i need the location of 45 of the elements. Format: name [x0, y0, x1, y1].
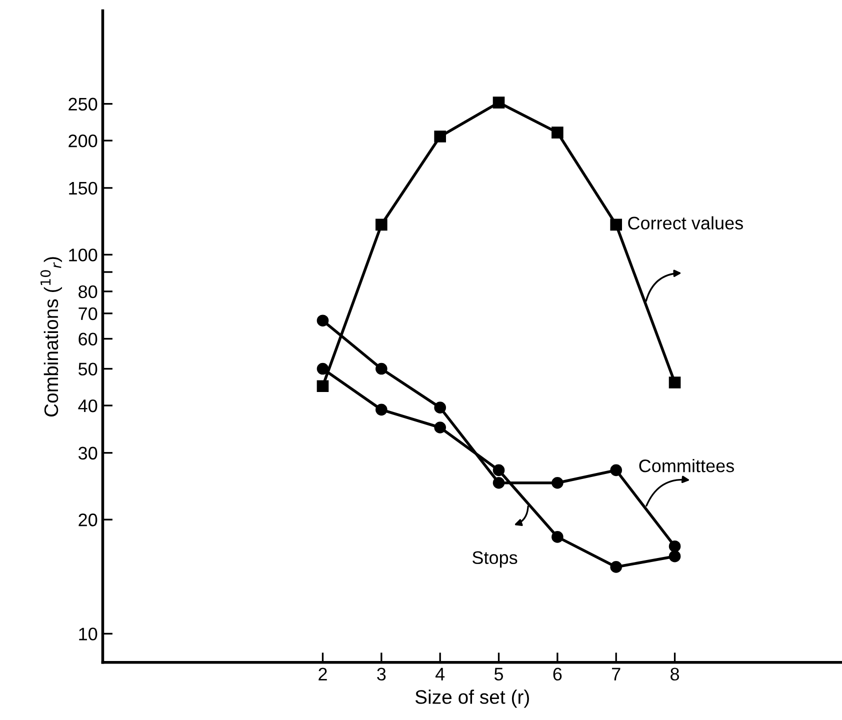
point — [434, 422, 446, 434]
x-tick-label: 3 — [377, 668, 386, 681]
x-tick-label: 5 — [494, 668, 504, 681]
point — [668, 376, 681, 388]
point — [668, 550, 681, 562]
y-tick-label: 10 — [79, 628, 98, 640]
point — [434, 130, 446, 142]
point — [552, 126, 564, 138]
point — [552, 531, 564, 543]
y-tick-label: 100 — [69, 248, 98, 262]
point — [376, 362, 388, 375]
series-label: Committees — [639, 459, 734, 472]
y-axis-title: Combinations ($^{10}$$_{r}$) — [40, 257, 62, 416]
point — [492, 476, 505, 489]
text: Stops — [472, 551, 518, 568]
y-tick-label: 60 — [78, 332, 98, 346]
series-label: Correct values — [628, 216, 743, 230]
point — [316, 380, 329, 392]
point — [376, 218, 388, 231]
x-tick-label: 8 — [670, 668, 680, 681]
point — [434, 402, 446, 414]
y-tick-label: 40 — [78, 399, 98, 412]
y-tick-label: 70 — [78, 307, 98, 320]
point — [376, 404, 388, 416]
x-tick-label: 4 — [435, 668, 445, 680]
y-tick-label: 250 — [68, 98, 98, 111]
point — [552, 476, 564, 489]
point — [610, 464, 622, 476]
y-tick-label: 20 — [78, 514, 98, 526]
point — [610, 561, 622, 573]
y-tick-label: 150 — [69, 182, 98, 195]
x-tick-label: 6 — [553, 668, 562, 681]
y-tick-label: 200 — [68, 134, 98, 148]
point — [316, 362, 329, 375]
y-tick-label: 30 — [78, 446, 98, 460]
point — [610, 218, 622, 231]
y-tick-label: 80 — [78, 285, 98, 298]
x-axis-title: Size of set (r) — [415, 690, 529, 708]
point — [668, 540, 681, 552]
point — [492, 96, 505, 108]
x-tick-label: 2 — [318, 668, 327, 680]
x-tick-label: 7 — [612, 668, 620, 680]
point — [492, 464, 505, 476]
point — [316, 314, 329, 327]
y-tick-label: 50 — [78, 362, 98, 376]
